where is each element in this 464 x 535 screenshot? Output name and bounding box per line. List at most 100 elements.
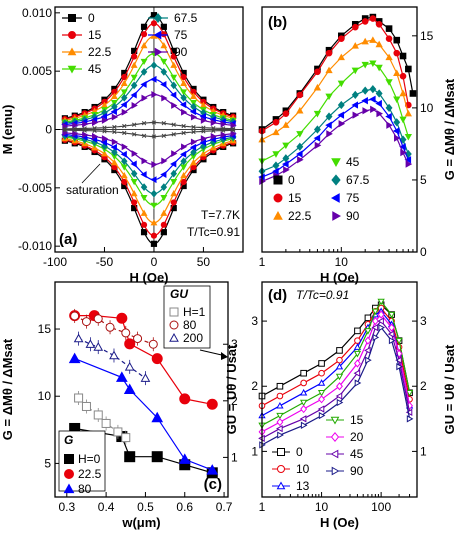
- a-point-lo-7-b: [122, 130, 127, 136]
- b-point-1: [361, 18, 369, 25]
- a-point-up-7-b: [181, 123, 186, 129]
- b-legend-label-0: 0: [288, 173, 295, 187]
- a-point-up-7: [102, 125, 107, 130]
- d-line-3: [261, 300, 411, 426]
- b-point-5: [392, 127, 400, 135]
- a-point-up-7: [62, 126, 68, 131]
- a-point-up-3: [180, 89, 188, 96]
- a-point-lo-7: [72, 128, 77, 133]
- a-curve-up-6: [62, 93, 236, 127]
- b-point-2: [369, 36, 377, 43]
- b-point-4: [361, 86, 369, 95]
- c-legend-right-marker-1: [169, 320, 179, 330]
- b-point-3: [393, 96, 401, 104]
- b-point-3: [313, 110, 322, 118]
- d-point-5: [395, 356, 402, 364]
- d-ytick-label-2: 3: [251, 314, 258, 328]
- b-point-2: [337, 53, 345, 61]
- a-curve-up-7: [62, 121, 236, 130]
- a-point-up-4: [170, 81, 177, 90]
- a-point-up-5: [170, 91, 177, 99]
- b-point-3: [282, 142, 290, 150]
- b-legend-marker-3: [331, 158, 341, 168]
- c-point-1: [116, 312, 128, 324]
- a-point-lo-6: [190, 138, 198, 146]
- a-curve-up-1: [62, 22, 236, 121]
- b-point-1: [314, 68, 321, 76]
- b-legend-label-2: 22.5: [288, 209, 312, 223]
- a-point-lo-6: [131, 150, 138, 158]
- b-point-3: [361, 61, 369, 69]
- d-point-2: [335, 362, 344, 370]
- b-point-6: [405, 160, 413, 168]
- c-xtick-label-3: 0.6: [176, 500, 193, 514]
- a-panel-label: (a): [59, 231, 77, 248]
- a-point-lo-3: [130, 179, 138, 186]
- a-point-up-3: [140, 58, 148, 66]
- b-point-1: [282, 110, 290, 117]
- c-legend-left-label-0: H=0: [78, 452, 101, 466]
- c-legend-right-label-1: 80: [183, 318, 197, 332]
- d-point-4: [276, 417, 284, 427]
- a-point-lo-5: [130, 160, 137, 168]
- a-point-lo-3: [150, 202, 158, 209]
- b-point-6: [314, 141, 322, 150]
- b-point-4: [296, 142, 304, 151]
- a-point-lo-6: [200, 135, 208, 143]
- a-point-lo-6: [181, 143, 188, 151]
- d-ytick-right-label-1: 2: [420, 379, 427, 393]
- a-point-lo-7: [181, 130, 186, 136]
- a-point-lo-7-b: [211, 128, 216, 134]
- a-point-lo-6: [171, 150, 178, 158]
- b-point-2: [313, 83, 322, 91]
- a-curve-lo-6: [62, 132, 236, 166]
- a-point-lo-7: [122, 130, 127, 136]
- b-point-4: [404, 149, 412, 159]
- d-point-5: [276, 424, 283, 433]
- a-ytick-label-4: 0.010: [22, 6, 52, 20]
- c-legend-left-title: G: [64, 433, 73, 447]
- c-xtick-label-1: 0.4: [98, 500, 115, 514]
- b-point-0: [405, 65, 412, 73]
- a-point-lo-6: [111, 138, 118, 146]
- a-point-lo-2: [150, 219, 158, 226]
- d-legend-marker-3: [330, 416, 340, 425]
- b-point-0: [409, 90, 417, 97]
- a-point-up-4: [121, 93, 128, 102]
- a-point-up-7-b: [191, 124, 196, 130]
- a-annotation-temperature: T=7.7K: [201, 208, 240, 222]
- a-point-lo-5: [150, 176, 157, 184]
- a-point-up-6: [111, 113, 118, 121]
- b-legend-marker-1: [273, 193, 283, 203]
- a-point-up-7: [72, 126, 77, 131]
- a-curve-lo-5: [62, 133, 236, 181]
- c-legend-left-marker-1: [64, 469, 74, 479]
- d-point-1: [318, 369, 325, 377]
- c-point-4: [133, 334, 143, 344]
- a-point-lo-7-b: [230, 128, 236, 133]
- a-curve-up-3: [62, 53, 236, 123]
- a-point-up-5: [140, 81, 147, 88]
- a-point-up-6: [200, 116, 208, 124]
- b-point-1: [338, 35, 345, 43]
- d-point-6: [336, 398, 344, 407]
- b-point-4: [393, 118, 401, 127]
- b-point-1: [385, 35, 393, 43]
- a-point-up-7-b: [161, 121, 167, 126]
- b-point-5: [337, 111, 345, 119]
- a-point-lo-7-b: [161, 133, 167, 138]
- a-point-lo-7-b: [131, 132, 137, 137]
- b-panel-label: (b): [268, 14, 287, 31]
- b-point-6: [400, 148, 407, 157]
- a-annotation-ratio: T/Tc=0.91: [187, 225, 240, 239]
- b-point-2: [393, 69, 401, 77]
- a-point-up-1: [131, 53, 138, 60]
- a-point-up-5: [100, 112, 108, 120]
- b-legend-label-1: 15: [288, 191, 302, 205]
- d-line-5: [261, 320, 411, 439]
- c-line-2: [74, 358, 213, 471]
- a-point-up-7-b: [201, 125, 206, 130]
- a-ytick-label-2: 0: [45, 123, 52, 137]
- b-point-2: [282, 121, 290, 128]
